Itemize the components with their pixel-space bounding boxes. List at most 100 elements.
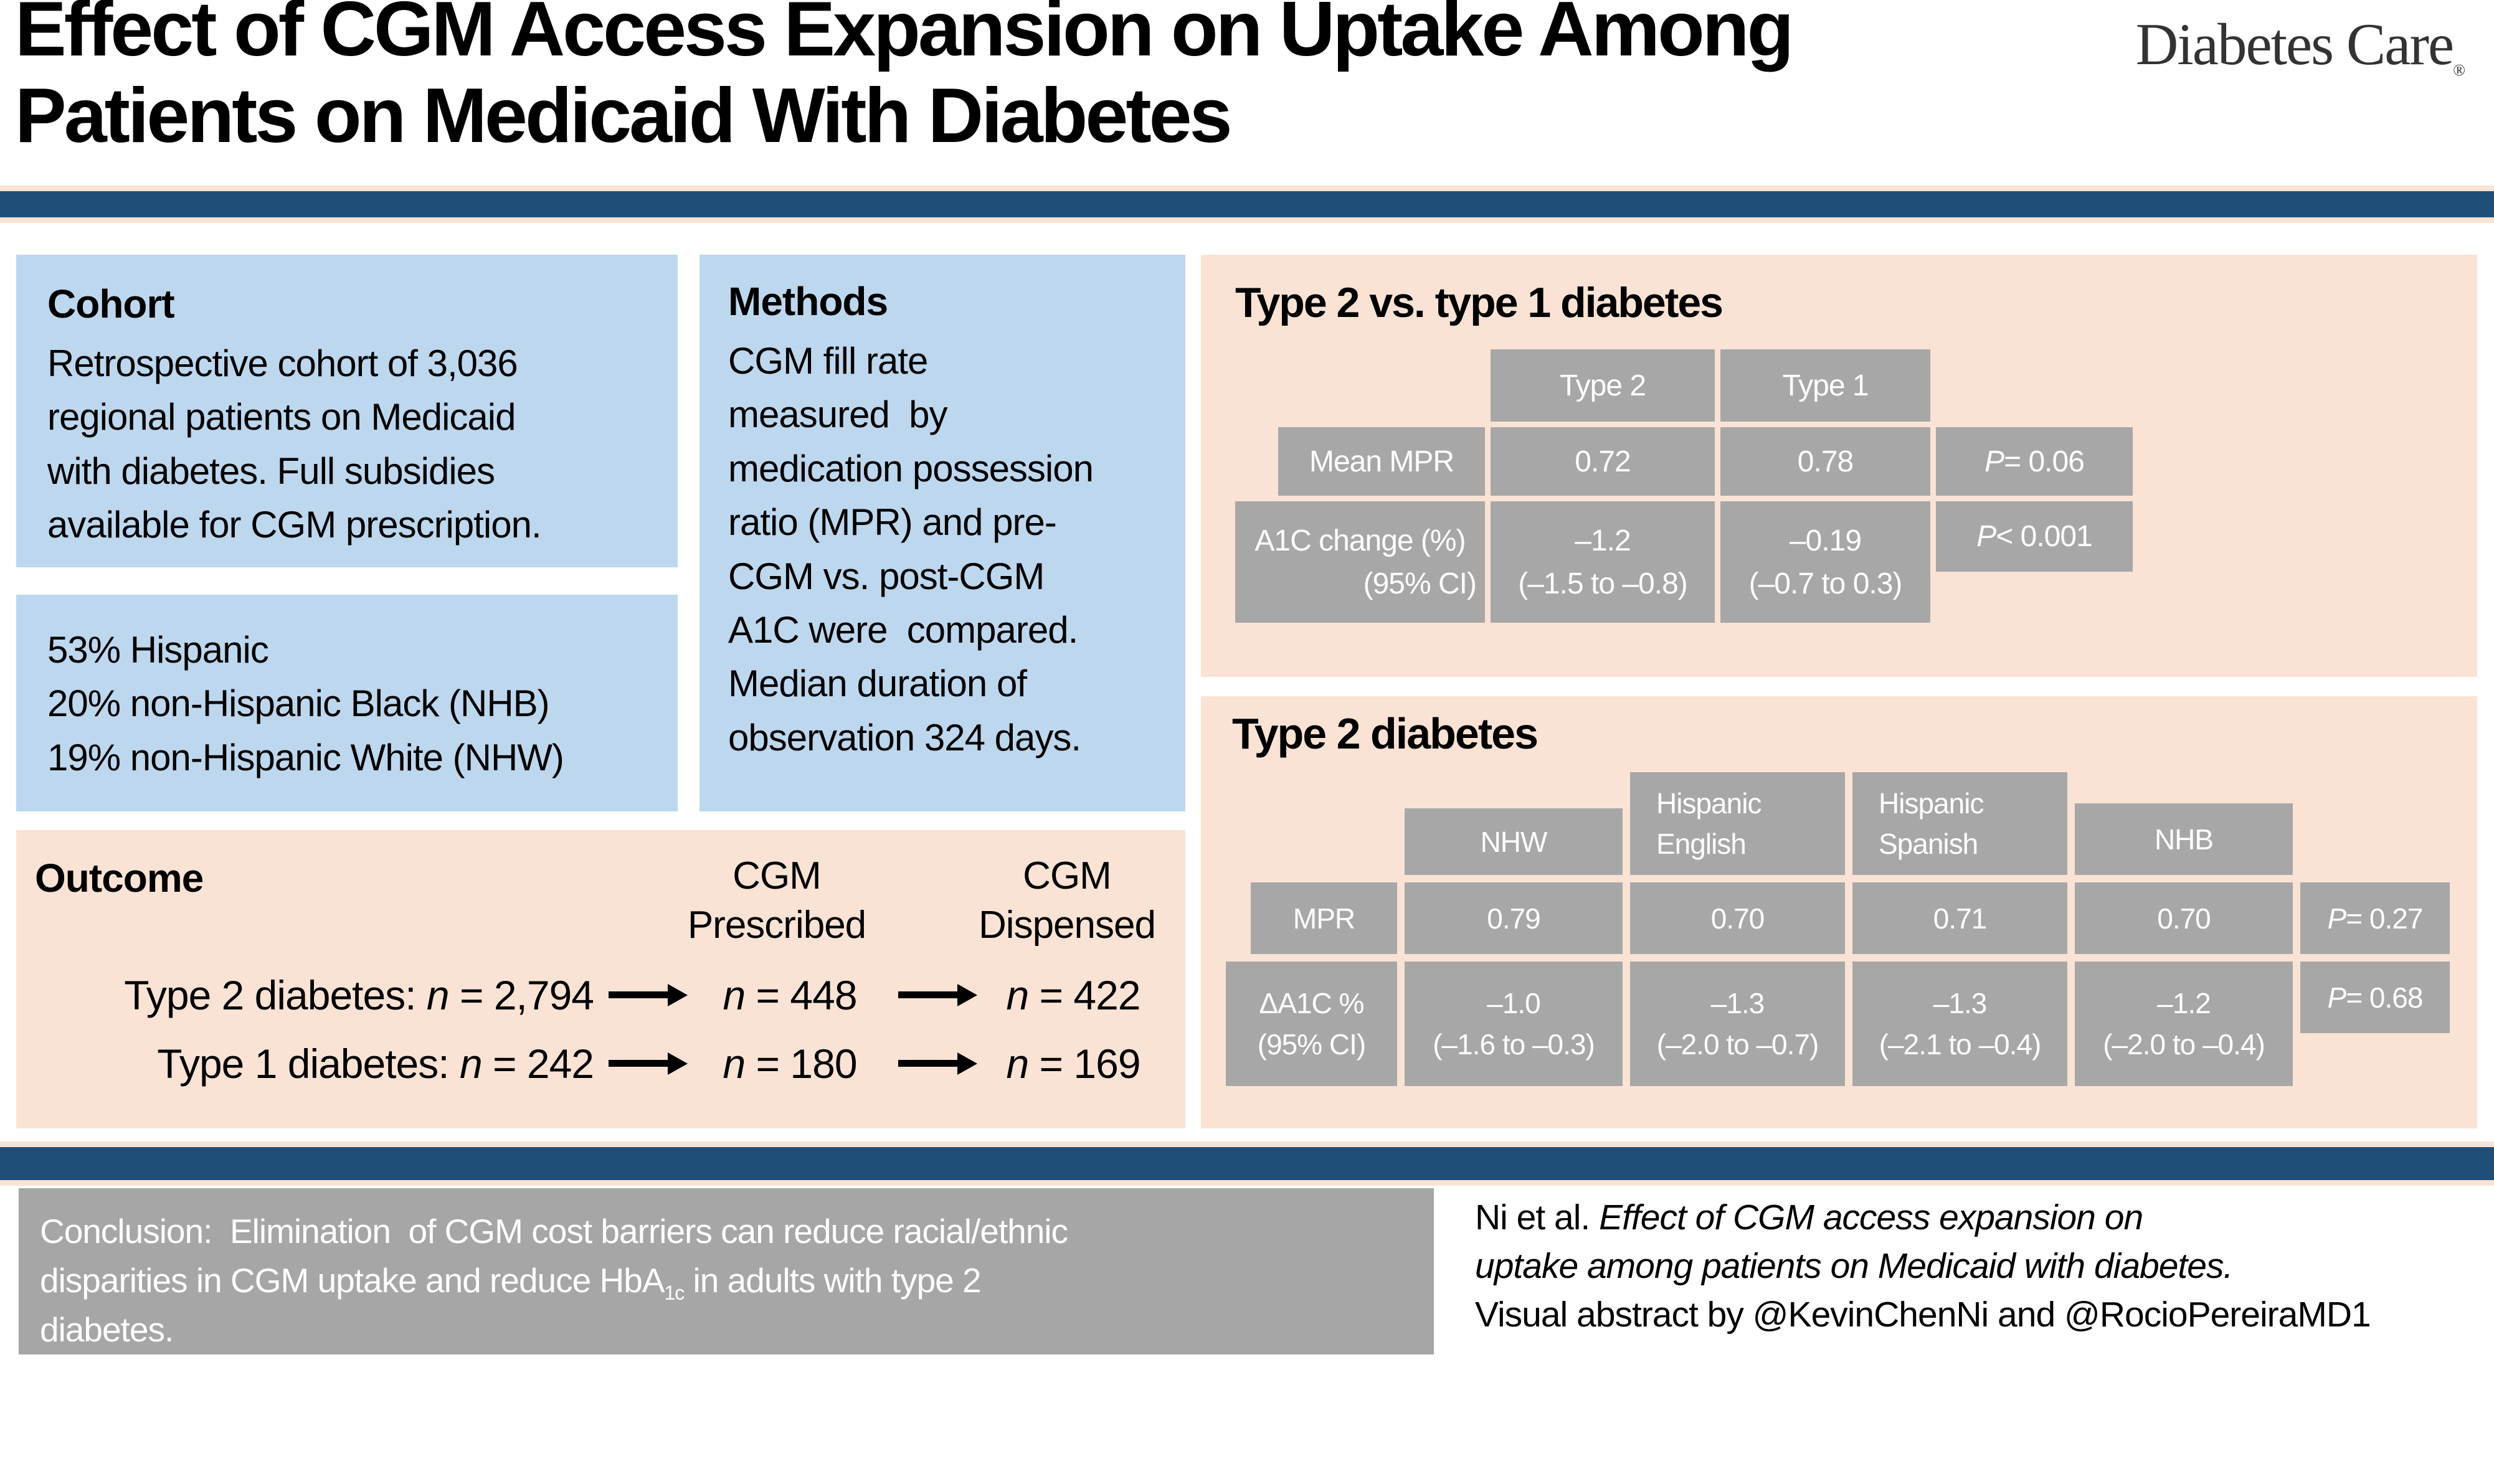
a1c-type1-ci: (–0.7 to 0.3)	[1748, 567, 1903, 600]
t2-a1c-nhw: –1.0 (–1.6 to –0.3)	[1405, 962, 1623, 1086]
page-title-line1: Effect of CGM Access Expansion on Uptake…	[15, 0, 1794, 72]
p-symbol: P	[2327, 981, 2347, 1014]
cohort-heading: Cohort	[47, 281, 175, 326]
cohort-box: Cohort Retrospective cohort of 3,036 reg…	[16, 255, 678, 567]
arrow-icon	[898, 991, 957, 999]
outcome-type1-dispensed: n = 169	[986, 1040, 1160, 1087]
type2-vs-type1-title: Type 2 vs. type 1 diabetes	[1235, 279, 1724, 326]
t2-a1c-nhb: –1.2 (–2.0 to –0.4)	[2075, 962, 2293, 1086]
type2-diabetes-table: NHW Hispanic English Hispanic Spanish NH…	[1226, 772, 2477, 1086]
journal-logo-text: Diabetes Care	[2135, 11, 2454, 77]
citation-title-part2: uptake among patients on Medicaid with d…	[1475, 1246, 2233, 1287]
outcome-type2-label: Type 2 diabetes:	[124, 971, 427, 1018]
outcome-header: Outcome CGM Prescribed CGM Dispensed	[35, 851, 1160, 950]
outcome-type2-dispensed: n = 422	[986, 971, 1160, 1019]
outcome-flow-row-type1: Type 1 diabetes: n = 242 n = 180 n = 169	[35, 1040, 1160, 1087]
conclusion-text-after-sub: in adults with type 2 diabetes.	[40, 1261, 982, 1349]
methods-heading: Methods	[728, 279, 888, 324]
arrow-icon	[898, 1060, 957, 1067]
outcome-type1-n-start: = 242	[481, 1040, 594, 1087]
t2-mpr-hispanic-spanish: 0.71	[1852, 882, 2067, 954]
outcome-box: Outcome CGM Prescribed CGM Dispensed Typ…	[16, 830, 1185, 1128]
a1c-hispanic-spanish-ci: (–2.1 to –0.4)	[1879, 1028, 2042, 1061]
a1c-type1-value: –0.19	[1789, 524, 1862, 557]
t1-a1c-type1: –0.19 (–0.7 to 0.3)	[1720, 501, 1930, 623]
n-symbol: n	[1006, 1040, 1029, 1087]
p-value: = 0.68	[2346, 981, 2423, 1014]
n-symbol: n	[723, 1040, 746, 1087]
t2-mpr-nhb: 0.70	[2075, 882, 2293, 954]
arrow-icon	[609, 991, 668, 999]
t2-row-label-mpr: MPR	[1251, 882, 1397, 954]
a1c-hispanic-spanish-value: –1.3	[1933, 987, 1988, 1019]
n-symbol: n	[1006, 971, 1029, 1018]
outcome-type2-n-prescribed: = 448	[745, 971, 858, 1018]
t1-mpr-type1: 0.78	[1720, 427, 1930, 496]
p-symbol: P	[2327, 902, 2347, 935]
type2-diabetes-panel: Type 2 diabetes NHW Hispanic English His…	[1201, 696, 2477, 1128]
outcome-type2-prescribed: n = 448	[696, 971, 883, 1019]
outcome-type1-start: Type 1 diabetes: n = 242	[35, 1040, 594, 1087]
n-symbol: n	[723, 971, 746, 1018]
page-title: Effect of CGM Access Expansion on Uptake…	[15, 0, 1983, 159]
t2-row-label-delta-a1c: ΔA1C % (95% CI)	[1226, 962, 1397, 1086]
t2-a1c-hispanic-english: –1.3 (–2.0 to –0.7)	[1630, 962, 1845, 1086]
divider-bar-top	[0, 186, 2494, 223]
t1-a1c-type2: –1.2 (–1.5 to –0.8)	[1491, 501, 1715, 623]
t2-header-nhw: NHW	[1405, 808, 1623, 875]
a1c-nhb-value: –1.2	[2157, 987, 2211, 1019]
t1-mpr-pvalue: P = 0.06	[1936, 427, 2133, 496]
t2-mpr-hispanic-english: 0.70	[1630, 882, 1845, 954]
delta-a1c-label: ΔA1C %	[1259, 987, 1365, 1019]
methods-box: Methods CGM fill rate measured by medica…	[699, 255, 1185, 811]
a1c-hispanic-english-ci: (–2.0 to –0.7)	[1656, 1028, 1819, 1061]
n-symbol: n	[426, 971, 450, 1018]
outcome-col-header-dispensed: CGM Dispensed	[979, 854, 1156, 947]
type2-vs-type1-panel: Type 2 vs. type 1 diabetes Type 2 Type 1…	[1201, 255, 2477, 677]
p-value: = 0.06	[2004, 445, 2085, 478]
hba1c-subscript: 1c	[664, 1282, 685, 1305]
registered-trademark-icon: ®	[2453, 61, 2465, 79]
citation-block: Ni et al. Effect of CGM access expansion…	[1475, 1193, 2490, 1339]
page-title-line2: Patients on Medicaid With Diabetes	[15, 72, 1233, 159]
t1-row-label-a1c-change: A1C change (%) (95% CI)	[1235, 501, 1485, 623]
outcome-heading: Outcome	[35, 856, 204, 900]
conclusion-text-before-sub: Conclusion: Elimination of CGM cost barr…	[40, 1212, 1068, 1300]
divider-bar-bottom	[0, 1141, 2494, 1186]
outcome-type1-n-prescribed: = 180	[745, 1040, 858, 1087]
a1c-type2-ci: (–1.5 to –0.8)	[1518, 567, 1688, 600]
type2-vs-type1-table: Type 2 Type 1 Mean MPR 0.72 0.78 P = 0.0…	[1235, 349, 2477, 623]
citation-credits: Visual abstract by @KevinChenNi and @Roc…	[1475, 1295, 2371, 1335]
t2-mpr-nhw: 0.79	[1405, 882, 1623, 954]
p-value: < 0.001	[1996, 520, 2092, 553]
a1c-ci-label: (95% CI)	[1363, 567, 1477, 600]
outcome-type2-start: Type 2 diabetes: n = 2,794	[35, 971, 594, 1019]
a1c-change-label: A1C change (%)	[1254, 524, 1466, 557]
t2-mpr-pvalue: P = 0.27	[2300, 882, 2450, 954]
outcome-col-header-prescribed: CGM Prescribed	[687, 854, 866, 947]
a1c-nhb-ci: (–2.0 to –0.4)	[2103, 1028, 2265, 1061]
outcome-type1-label: Type 1 diabetes:	[157, 1040, 460, 1087]
journal-logo: Diabetes Care®	[2135, 10, 2465, 79]
a1c-nhw-value: –1.0	[1487, 987, 1541, 1019]
delta-a1c-ci-label: (95% CI)	[1257, 1028, 1366, 1061]
t1-row-label-mean-mpr: Mean MPR	[1278, 427, 1485, 496]
a1c-type2-value: –1.2	[1575, 524, 1631, 557]
citation-authors: Ni et al.	[1475, 1198, 1600, 1237]
outcome-type2-n-start: = 2,794	[448, 971, 594, 1018]
demographics-box: 53% Hispanic 20% non-Hispanic Black (NHB…	[16, 595, 678, 811]
t1-header-type2: Type 2	[1491, 349, 1715, 422]
t2-a1c-hispanic-spanish: –1.3 (–2.1 to –0.4)	[1852, 962, 2067, 1086]
a1c-hispanic-english-value: –1.3	[1710, 987, 1765, 1019]
t2-header-hispanic-english: Hispanic English	[1630, 772, 1845, 875]
t2-a1c-pvalue: P = 0.68	[2300, 962, 2450, 1033]
arrow-icon	[609, 1060, 668, 1067]
outcome-type2-n-dispensed: = 422	[1028, 971, 1141, 1018]
citation-line1: Ni et al. Effect of CGM access expansion…	[1475, 1193, 2490, 1242]
p-symbol: P	[1984, 445, 2004, 478]
t2-header-hispanic-spanish: Hispanic Spanish	[1852, 772, 2067, 875]
outcome-flow-row-type2: Type 2 diabetes: n = 2,794 n = 448 n = 4…	[35, 971, 1160, 1019]
a1c-nhw-ci: (–1.6 to –0.3)	[1433, 1028, 1595, 1061]
outcome-type1-n-dispensed: = 169	[1028, 1040, 1141, 1087]
conclusion-box: Conclusion: Elimination of CGM cost barr…	[19, 1188, 1434, 1354]
